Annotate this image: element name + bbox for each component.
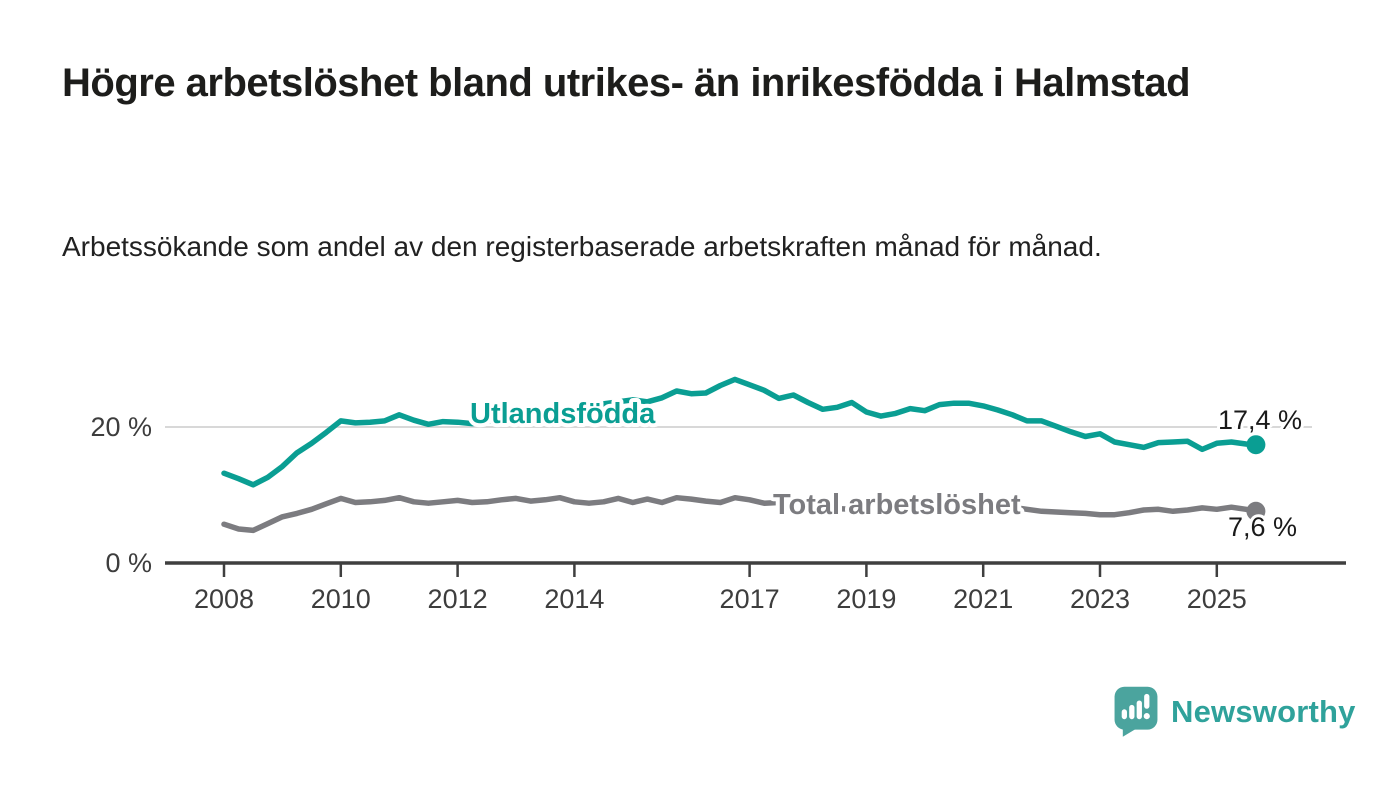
x-tick-label: 2014 bbox=[544, 584, 604, 614]
total-arbetsloshet-end-dot bbox=[1246, 501, 1266, 521]
x-tick-label: 2010 bbox=[311, 584, 371, 614]
utlandsfodda-end-value: 17,4 % bbox=[1218, 405, 1302, 435]
y-tick-label-0: 0 % bbox=[105, 548, 152, 578]
newsworthy-logo: Newsworthy bbox=[1114, 686, 1356, 737]
x-tick-label: 2017 bbox=[720, 584, 780, 614]
unemployment-line-chart: 2008 2010 2012 2014 2017 2019 2021 2023 2025 20 … bbox=[90, 376, 1346, 614]
utlandsfodda-end-dot bbox=[1246, 435, 1266, 455]
total-arbetsloshet-line bbox=[221, 494, 1259, 534]
total-arbetsloshet-series-label: Total arbetslöshet bbox=[773, 489, 1021, 521]
utlandsfodda-line bbox=[221, 376, 1259, 488]
utlandsfodda-series-label: Utlandsfödda bbox=[470, 398, 656, 430]
total-arbetsloshet-end-value: 7,6 % bbox=[1228, 512, 1297, 542]
page-title: Högre arbetslöshet bland utrikes- än inr… bbox=[62, 61, 1191, 105]
y-tick-label-20: 20 % bbox=[90, 412, 152, 442]
newsworthy-logo-icon bbox=[1114, 686, 1158, 737]
x-tick-label: 2008 bbox=[194, 584, 254, 614]
x-tick-label: 2012 bbox=[428, 584, 488, 614]
x-tick-label: 2025 bbox=[1187, 584, 1247, 614]
x-tick-label: 2021 bbox=[953, 584, 1013, 614]
x-tick-label: 2023 bbox=[1070, 584, 1130, 614]
x-tick-label: 2019 bbox=[836, 584, 896, 614]
page-subtitle: Arbetssökande som andel av den registerb… bbox=[62, 231, 1102, 262]
newsworthy-logo-text: Newsworthy bbox=[1171, 693, 1356, 729]
x-axis-ticks: 2008 2010 2012 2014 2017 2019 2021 2023 2025 bbox=[194, 564, 1247, 614]
